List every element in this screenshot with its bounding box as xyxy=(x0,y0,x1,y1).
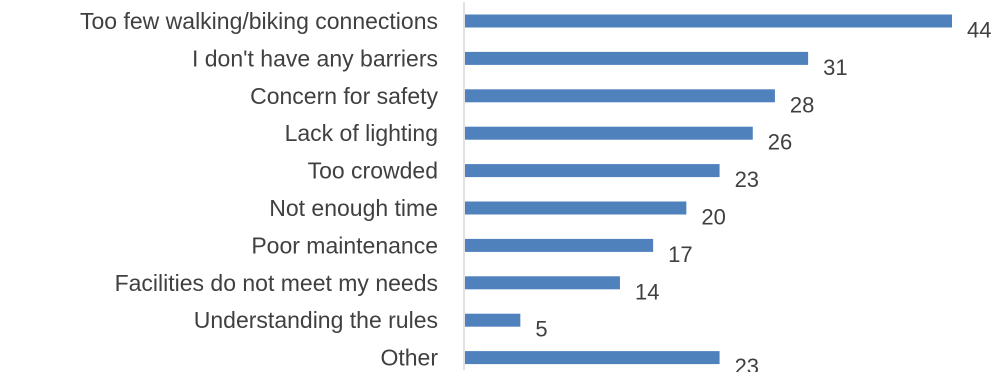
value-label-5: 20 xyxy=(701,205,725,230)
category-label-1: I don't have any barriers xyxy=(192,45,438,71)
value-label-2: 28 xyxy=(790,92,814,117)
value-label-1: 31 xyxy=(823,55,847,80)
value-label-3: 26 xyxy=(768,130,792,155)
value-label-8: 5 xyxy=(535,317,547,342)
category-label-0: Too few walking/biking connections xyxy=(80,8,438,34)
value-labels-group: 44 31 28 26 23 20 17 14 5 23 xyxy=(535,18,991,372)
category-label-2: Concern for safety xyxy=(250,83,438,109)
bar-7 xyxy=(465,276,620,290)
category-label-6: Poor maintenance xyxy=(251,232,438,258)
bar-2 xyxy=(465,89,775,103)
category-labels-group: Too few walking/biking connections I don'… xyxy=(80,8,438,371)
category-label-8: Understanding the rules xyxy=(194,307,438,333)
bar-9 xyxy=(465,351,720,365)
bar-0 xyxy=(465,14,952,28)
value-label-7: 14 xyxy=(635,279,659,304)
bar-8 xyxy=(465,313,521,327)
category-label-4: Too crowded xyxy=(308,158,438,184)
bar-1 xyxy=(465,51,809,65)
bar-4 xyxy=(465,164,720,178)
bar-6 xyxy=(465,238,654,252)
bar-5 xyxy=(465,201,687,215)
category-label-7: Facilities do not meet my needs xyxy=(115,270,438,296)
value-label-0: 44 xyxy=(967,18,991,43)
value-label-6: 17 xyxy=(668,242,692,267)
value-label-9: 23 xyxy=(735,354,759,372)
bar-3 xyxy=(465,126,753,140)
category-label-3: Lack of lighting xyxy=(285,120,438,146)
category-label-5: Not enough time xyxy=(269,195,438,221)
category-label-9: Other xyxy=(380,345,438,371)
bars-group xyxy=(465,14,952,365)
value-label-4: 23 xyxy=(735,167,759,192)
